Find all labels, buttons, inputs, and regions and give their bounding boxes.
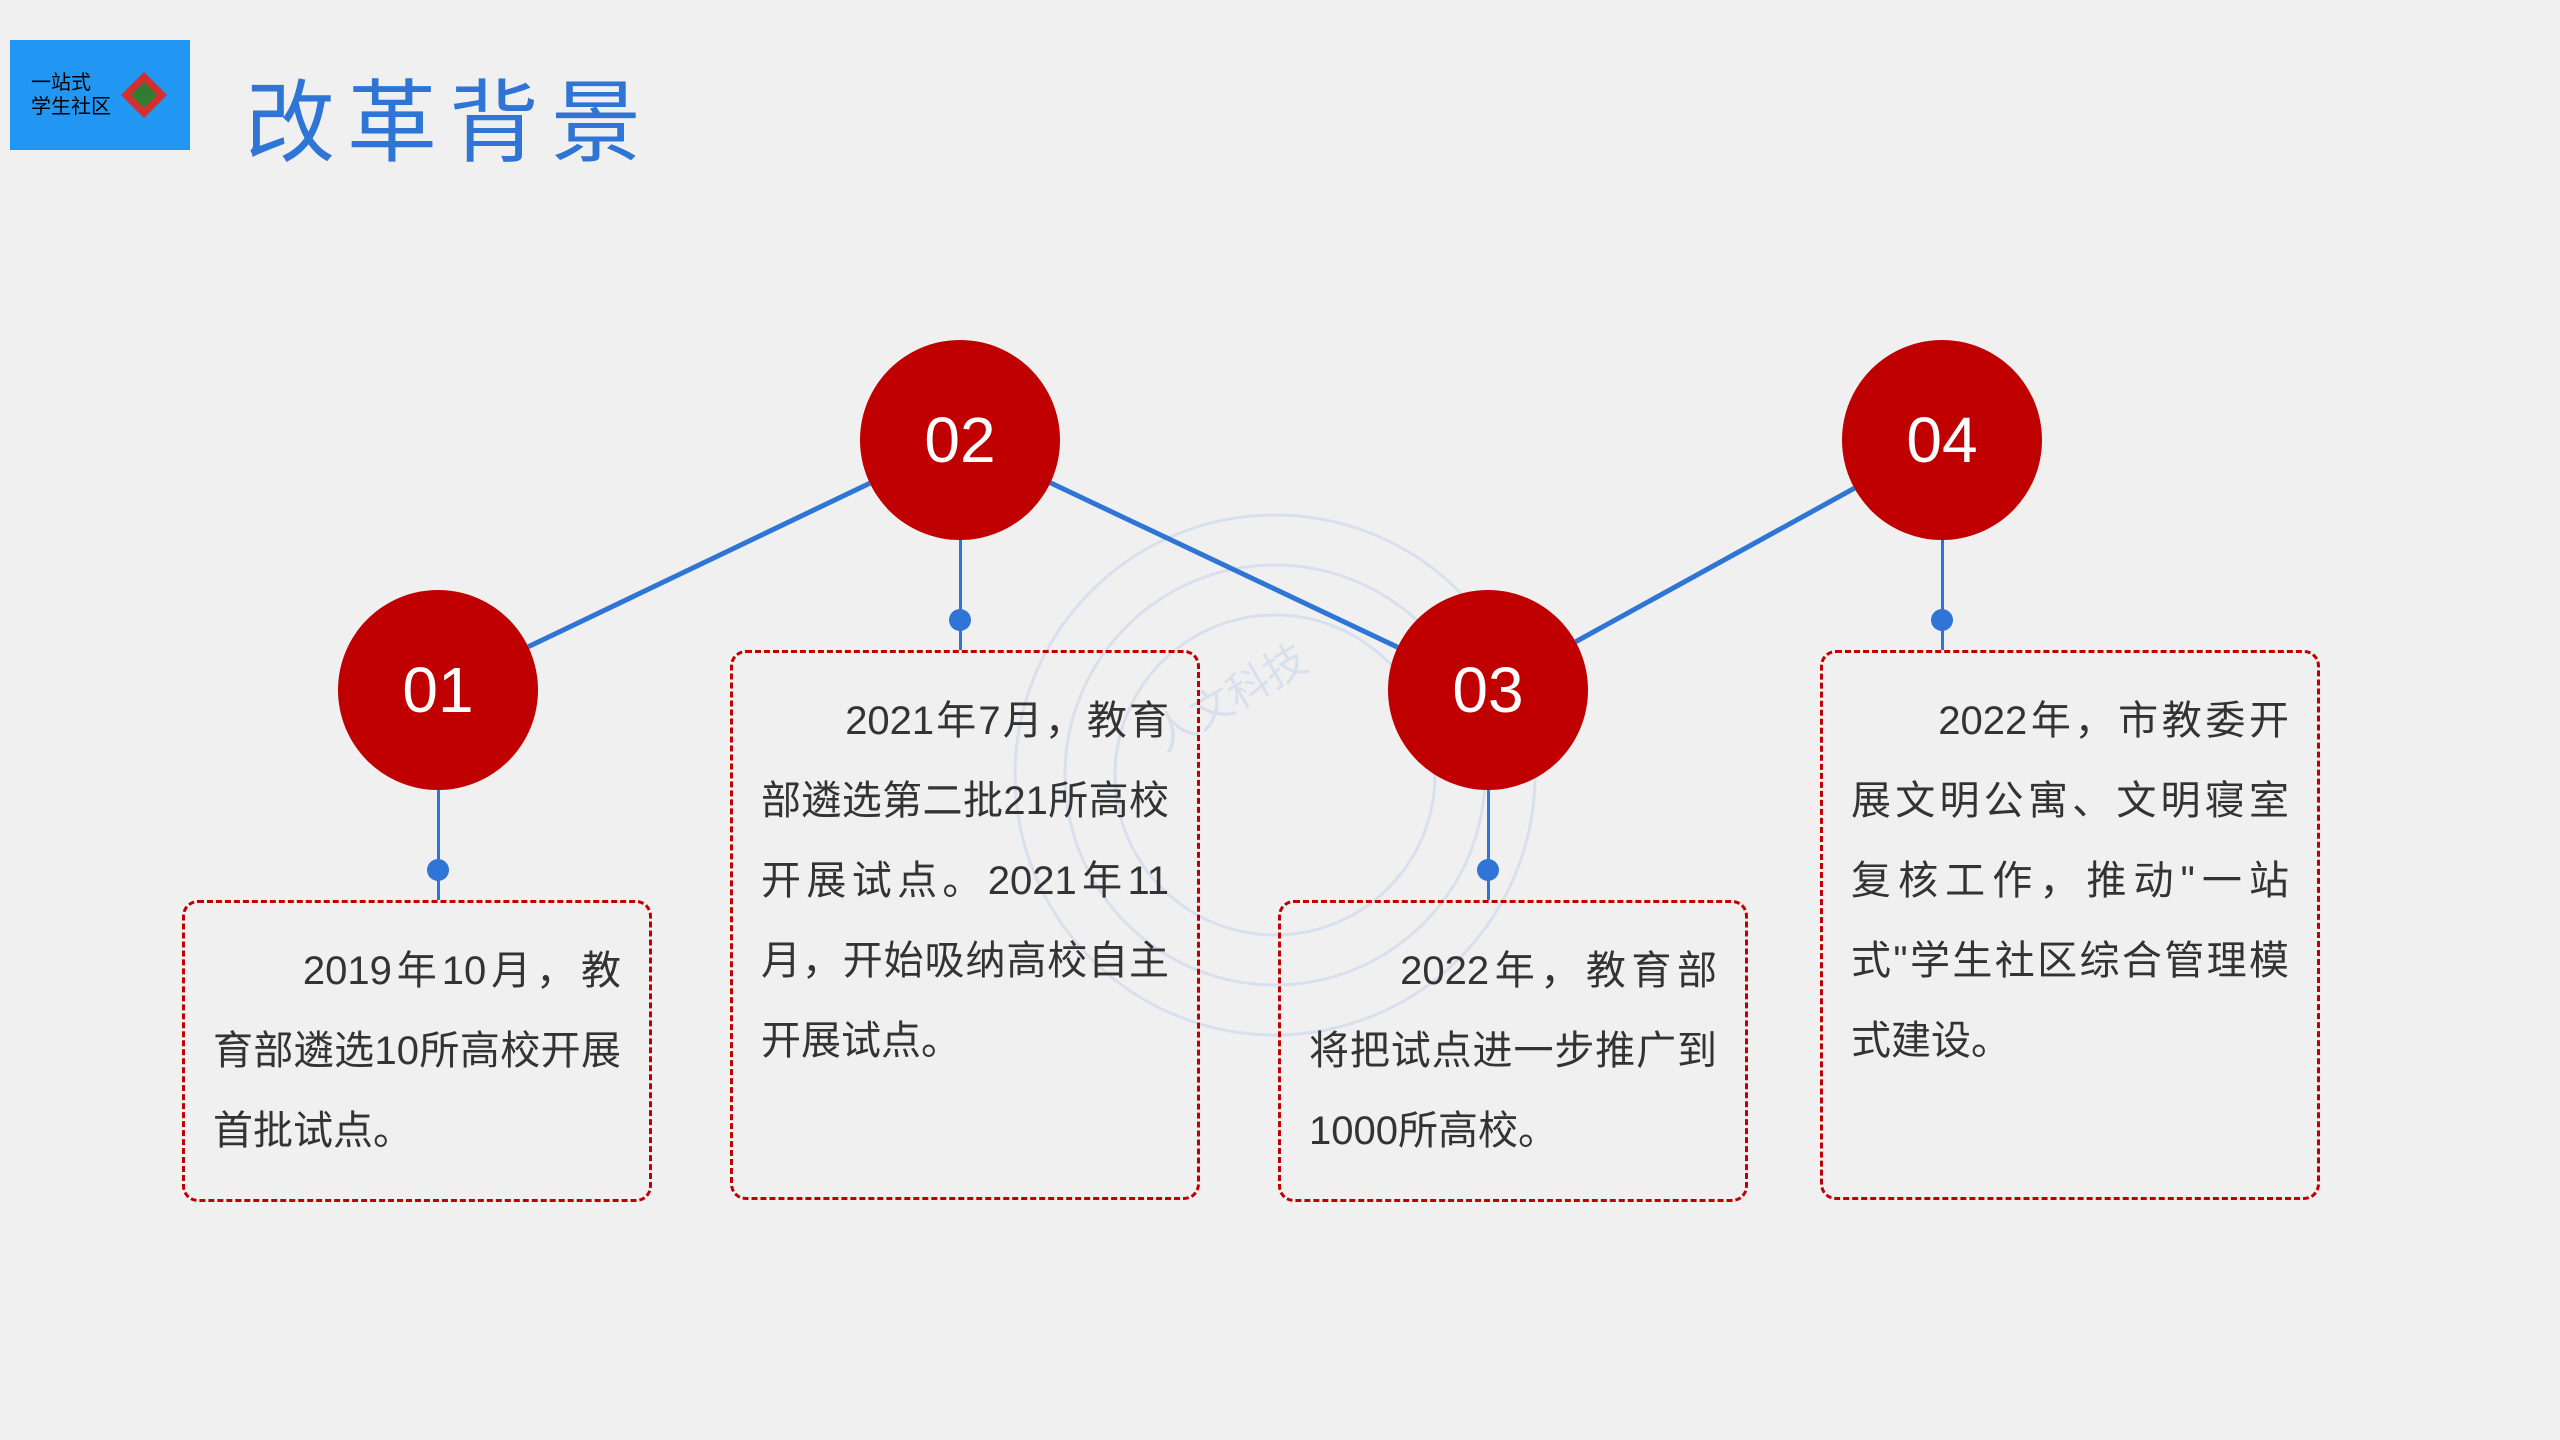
timeline-step-number: 03: [1452, 653, 1523, 727]
connector-line: [1487, 790, 1490, 900]
timeline-step-circle: 03: [1388, 590, 1588, 790]
timeline-edge: [1050, 483, 1397, 647]
timeline-edge: [1576, 488, 1855, 642]
timeline-step-text: 2021年7月，教育部遴选第二批21所高校开展试点。2021年11月，开始吸纳高…: [730, 650, 1200, 1200]
timeline-step-text: 2019年10月，教育部遴选10所高校开展首批试点。: [182, 900, 652, 1202]
timeline-step-number: 04: [1906, 403, 1977, 477]
connector-line: [1941, 540, 1944, 650]
timeline-step-number: 02: [924, 403, 995, 477]
timeline-step-number: 01: [402, 653, 473, 727]
timeline-step-text: 2022年，市教委开展文明公寓、文明寝室复核工作，推动"一站式"学生社区综合管理…: [1820, 650, 2320, 1200]
connector-line: [437, 790, 440, 900]
timeline-step-circle: 01: [338, 590, 538, 790]
timeline-edge: [528, 483, 870, 647]
connector-dot-icon: [1477, 859, 1499, 881]
timeline-step-circle: 02: [860, 340, 1060, 540]
connector-dot-icon: [427, 859, 449, 881]
connector-line: [959, 540, 962, 650]
timeline-step-circle: 04: [1842, 340, 2042, 540]
connector-dot-icon: [1931, 609, 1953, 631]
connector-dot-icon: [949, 609, 971, 631]
timeline-step-text: 2022年，教育部将把试点进一步推广到1000所高校。: [1278, 900, 1748, 1202]
